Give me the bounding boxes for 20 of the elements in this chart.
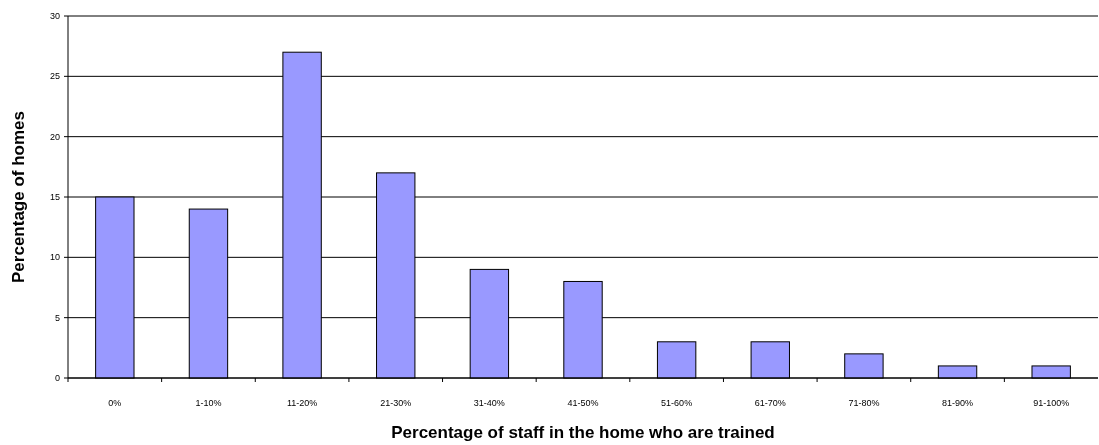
x-tick-label: 21-30% [380,398,412,408]
y-tick-label: 10 [49,252,60,263]
y-tick-label: 15 [49,192,60,203]
x-tick-label: 0% [108,398,122,408]
y-tick-label: 20 [49,131,60,142]
x-tick-label: 1-10% [195,398,222,408]
x-tick-label: 31-40% [473,398,505,408]
y-axis-title: Percentage of homes [9,111,28,283]
x-tick-label: 91-100% [1033,398,1070,408]
y-tick-label: 30 [49,11,60,22]
x-tick-label: 51-60% [661,398,693,408]
x-tick-label: 41-50% [567,398,599,408]
x-tick-label: 11-20% [286,398,318,408]
x-axis-title: Percentage of staff in the home who are trained [391,423,775,442]
x-tick-label: 61-70% [754,398,786,408]
y-tick-label: 5 [54,312,60,323]
x-tick-label: 81-90% [942,398,974,408]
x-tick-label: 71-80% [848,398,880,408]
y-tick-label: 0 [54,373,60,384]
y-tick-label: 25 [49,71,60,82]
